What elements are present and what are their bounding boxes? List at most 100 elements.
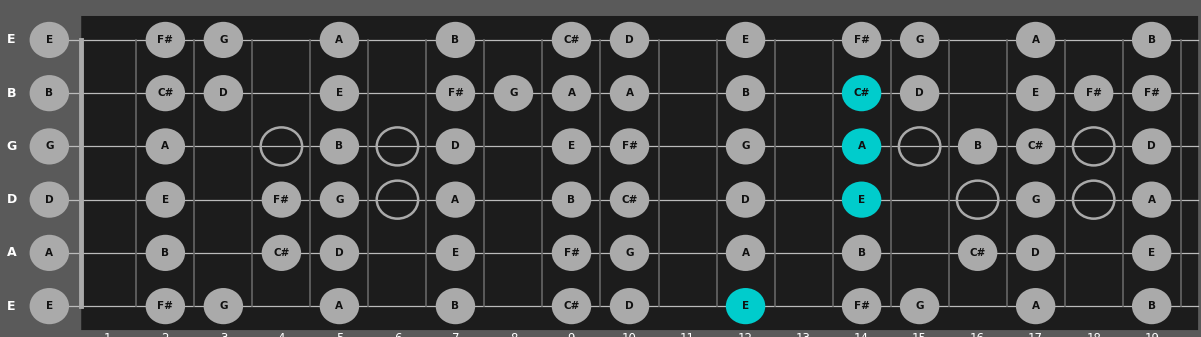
Text: 9: 9 xyxy=(568,332,575,337)
Text: 14: 14 xyxy=(854,332,870,337)
Ellipse shape xyxy=(1133,75,1171,111)
Ellipse shape xyxy=(1016,235,1056,271)
Text: F#: F# xyxy=(448,88,464,98)
Ellipse shape xyxy=(1016,288,1056,324)
Text: 12: 12 xyxy=(739,332,753,337)
Ellipse shape xyxy=(30,75,68,111)
Text: 3: 3 xyxy=(220,332,227,337)
Ellipse shape xyxy=(262,235,301,271)
Ellipse shape xyxy=(30,235,68,271)
Text: G: G xyxy=(915,301,924,311)
Ellipse shape xyxy=(204,288,243,324)
Text: F#: F# xyxy=(274,195,289,205)
Ellipse shape xyxy=(900,288,939,324)
Ellipse shape xyxy=(725,182,765,218)
Ellipse shape xyxy=(319,22,359,58)
Text: B: B xyxy=(161,248,169,258)
Ellipse shape xyxy=(610,22,650,58)
Ellipse shape xyxy=(842,182,882,218)
Ellipse shape xyxy=(551,288,591,324)
Text: F#: F# xyxy=(622,142,638,151)
Text: 16: 16 xyxy=(970,332,985,337)
Ellipse shape xyxy=(725,128,765,164)
Text: F#: F# xyxy=(854,35,870,45)
Ellipse shape xyxy=(551,182,591,218)
Text: 15: 15 xyxy=(913,332,927,337)
Text: B: B xyxy=(974,142,981,151)
Text: 8: 8 xyxy=(509,332,518,337)
Text: C#: C# xyxy=(273,248,289,258)
Text: A: A xyxy=(1148,195,1155,205)
Ellipse shape xyxy=(842,288,882,324)
Text: B: B xyxy=(452,35,460,45)
Ellipse shape xyxy=(1016,128,1056,164)
Ellipse shape xyxy=(725,235,765,271)
Text: C#: C# xyxy=(854,88,870,98)
Ellipse shape xyxy=(319,288,359,324)
Ellipse shape xyxy=(1133,235,1171,271)
Ellipse shape xyxy=(145,75,185,111)
Text: A: A xyxy=(335,301,343,311)
Ellipse shape xyxy=(551,128,591,164)
Text: A: A xyxy=(858,142,866,151)
Text: G: G xyxy=(509,88,518,98)
Text: D: D xyxy=(626,35,634,45)
Text: B: B xyxy=(7,87,17,100)
Text: 17: 17 xyxy=(1028,332,1044,337)
Text: E: E xyxy=(742,35,749,45)
Ellipse shape xyxy=(494,75,533,111)
Ellipse shape xyxy=(610,288,650,324)
Ellipse shape xyxy=(319,75,359,111)
Ellipse shape xyxy=(30,182,68,218)
Ellipse shape xyxy=(1016,22,1056,58)
Text: A: A xyxy=(452,195,460,205)
Text: D: D xyxy=(335,248,343,258)
Text: E: E xyxy=(568,142,575,151)
Ellipse shape xyxy=(204,22,243,58)
Ellipse shape xyxy=(262,182,301,218)
Text: E: E xyxy=(46,301,53,311)
Text: 19: 19 xyxy=(1145,332,1159,337)
Text: B: B xyxy=(46,88,53,98)
Ellipse shape xyxy=(145,128,185,164)
Text: A: A xyxy=(1032,35,1040,45)
Text: A: A xyxy=(7,246,17,259)
Text: D: D xyxy=(915,88,924,98)
Text: G: G xyxy=(1032,195,1040,205)
Text: A: A xyxy=(626,88,633,98)
Text: A: A xyxy=(161,142,169,151)
Text: G: G xyxy=(626,248,634,258)
Text: B: B xyxy=(1148,35,1155,45)
Text: F#: F# xyxy=(854,301,870,311)
Text: E: E xyxy=(858,195,865,205)
Text: D: D xyxy=(626,301,634,311)
Text: G: G xyxy=(741,142,749,151)
Ellipse shape xyxy=(1133,288,1171,324)
Text: A: A xyxy=(46,248,53,258)
Ellipse shape xyxy=(610,128,650,164)
Text: C#: C# xyxy=(563,301,580,311)
Text: E: E xyxy=(742,301,749,311)
Text: F#: F# xyxy=(157,35,173,45)
Ellipse shape xyxy=(436,235,476,271)
Ellipse shape xyxy=(842,75,882,111)
Ellipse shape xyxy=(30,288,68,324)
Text: C#: C# xyxy=(621,195,638,205)
Text: C#: C# xyxy=(563,35,580,45)
Text: C#: C# xyxy=(969,248,986,258)
Text: 7: 7 xyxy=(452,332,459,337)
Text: B: B xyxy=(452,301,460,311)
Text: E: E xyxy=(336,88,343,98)
Text: 2: 2 xyxy=(162,332,169,337)
Text: G: G xyxy=(46,142,54,151)
Text: B: B xyxy=(335,142,343,151)
Ellipse shape xyxy=(436,288,476,324)
Ellipse shape xyxy=(725,22,765,58)
Ellipse shape xyxy=(1074,75,1113,111)
Ellipse shape xyxy=(1016,75,1056,111)
Ellipse shape xyxy=(842,22,882,58)
Text: G: G xyxy=(6,140,17,153)
Ellipse shape xyxy=(610,182,650,218)
Text: D: D xyxy=(452,142,460,151)
Text: D: D xyxy=(1032,248,1040,258)
